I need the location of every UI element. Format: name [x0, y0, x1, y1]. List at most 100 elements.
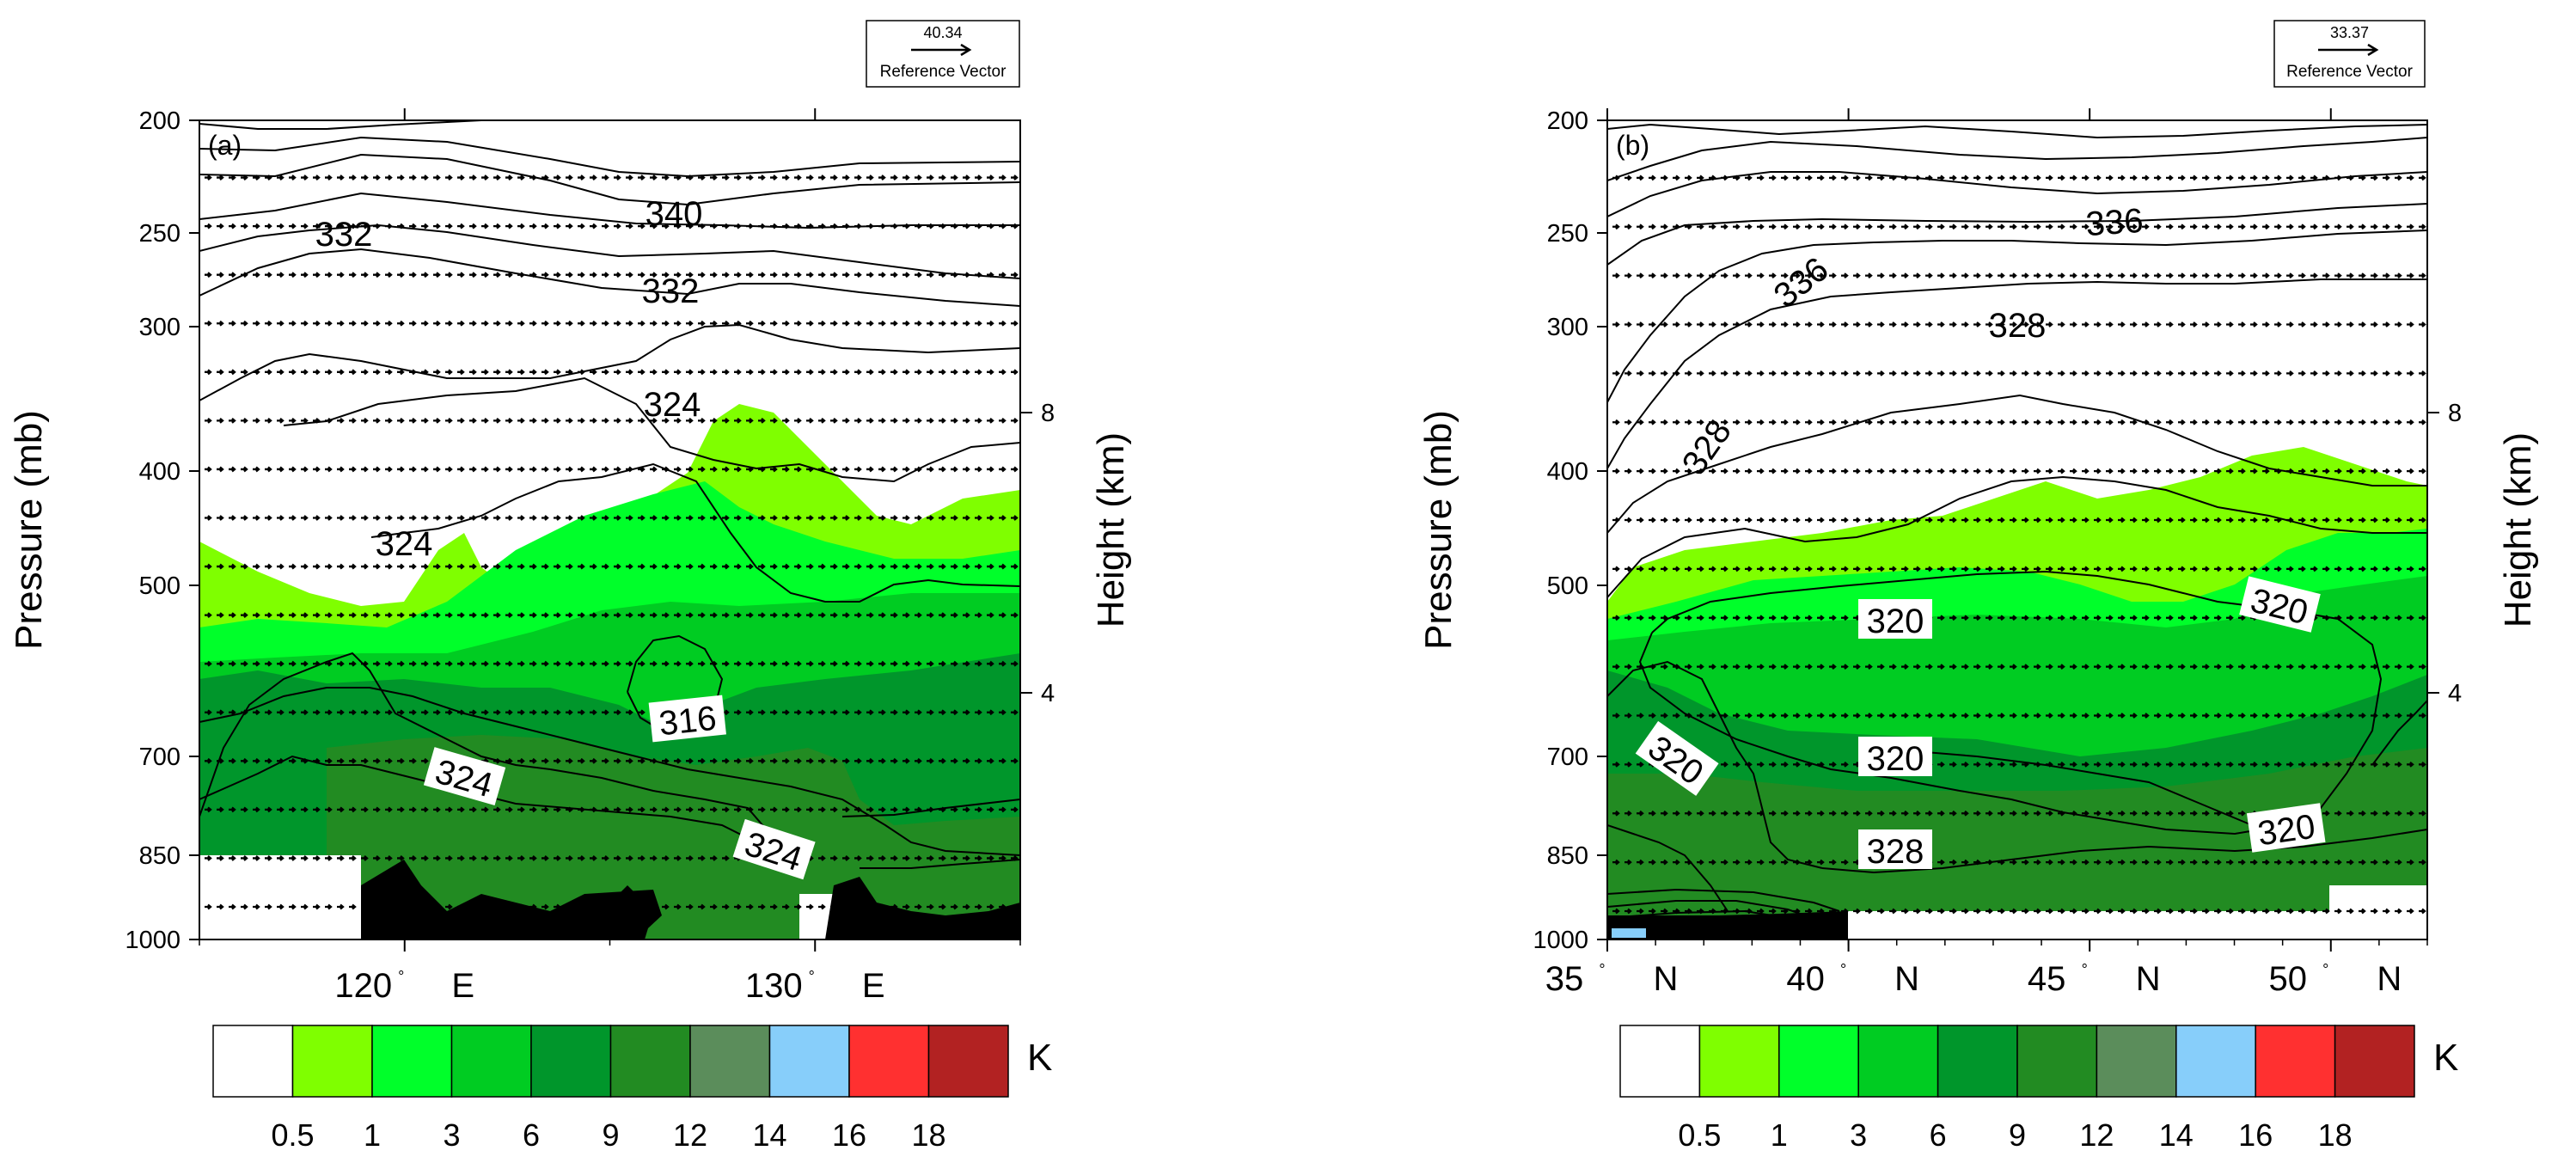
wind-vector	[650, 272, 658, 278]
wind-vector	[1649, 370, 1656, 376]
wind-vector	[999, 515, 1007, 521]
degree-symbol: °	[809, 968, 815, 985]
wind-vector	[493, 903, 501, 910]
vector-row	[205, 369, 1019, 376]
wind-vector	[481, 466, 489, 473]
contour-label-text: 324	[644, 386, 701, 424]
wind-vector	[205, 563, 212, 570]
wind-vector	[1805, 370, 1813, 376]
wind-vector	[2383, 615, 2390, 621]
wind-vector	[421, 515, 429, 521]
wind-vector	[1901, 566, 1909, 572]
wind-vector	[951, 757, 958, 764]
wind-vector	[1805, 223, 1813, 230]
wind-vector	[975, 563, 982, 570]
wind-vector	[457, 320, 465, 327]
wind-vector	[1805, 419, 1813, 425]
wind-vector	[2142, 859, 2150, 866]
wind-vector	[614, 272, 621, 278]
wind-vector	[866, 223, 874, 230]
wind-vector	[1685, 615, 1692, 621]
wind-vector	[2359, 272, 2366, 279]
wind-vector	[2250, 419, 2258, 425]
wind-vector	[1685, 517, 1692, 523]
wind-vector	[493, 515, 501, 521]
wind-vector	[2347, 713, 2354, 719]
wind-vector	[951, 417, 958, 424]
wind-vector	[2322, 174, 2330, 181]
wind-vector	[2383, 713, 2390, 719]
contour-label: 332	[642, 272, 700, 310]
wind-vector	[349, 515, 357, 521]
wind-vector	[265, 320, 272, 327]
wind-vector	[818, 515, 826, 521]
wind-vector	[2166, 517, 2174, 523]
wind-vector	[373, 272, 381, 278]
colorbar-box	[2175, 1025, 2256, 1098]
wind-vector	[1961, 859, 1969, 866]
wind-vector	[445, 515, 453, 521]
wind-vector	[1937, 321, 1945, 327]
wind-vector	[1961, 664, 1969, 670]
wind-vector	[2082, 859, 2090, 866]
wind-vector	[2070, 908, 2077, 915]
wind-vector	[397, 174, 405, 181]
wind-vector	[493, 709, 501, 716]
wind-vector	[1685, 419, 1692, 425]
wind-vector	[1805, 468, 1813, 474]
wind-vector	[241, 223, 248, 230]
wind-vector	[542, 417, 549, 424]
wind-vector	[890, 417, 898, 424]
wind-vector	[2238, 713, 2246, 719]
wind-vector	[2286, 908, 2294, 915]
wind-vector	[2190, 761, 2198, 768]
wind-vector	[758, 320, 766, 327]
wind-vector	[1781, 468, 1789, 474]
wind-vector	[409, 369, 417, 376]
wind-vector	[578, 563, 585, 570]
wind-vector	[818, 320, 826, 327]
wind-vector	[903, 515, 910, 521]
wind-vector	[1961, 810, 1969, 817]
wind-vector	[253, 515, 260, 521]
wind-vector	[2202, 566, 2210, 572]
wind-vector	[650, 417, 658, 424]
wind-vector	[1877, 321, 1885, 327]
wind-vector	[517, 612, 525, 619]
wind-vector	[602, 757, 609, 764]
wind-vector	[1745, 174, 1753, 181]
wind-vector	[2347, 761, 2354, 768]
wind-vector	[830, 466, 838, 473]
wind-vector	[433, 174, 441, 181]
wind-vector	[854, 612, 862, 619]
vector-row	[1612, 566, 2426, 572]
contour-label-box	[732, 818, 816, 880]
wind-vector	[686, 369, 694, 376]
wind-vector	[818, 612, 826, 619]
wind-vector	[313, 320, 321, 327]
wind-vector	[662, 806, 670, 813]
wind-vector	[2166, 272, 2174, 279]
wind-vector	[1733, 810, 1741, 817]
wind-vector	[638, 806, 646, 813]
wind-vector	[2419, 859, 2426, 866]
wind-vector	[1937, 272, 1945, 279]
wind-vector	[987, 563, 994, 570]
colorbar-unit: K	[1027, 1037, 1052, 1079]
y-tick-label: 1000	[1533, 927, 1588, 954]
wind-vector	[626, 320, 633, 327]
wind-vector	[987, 466, 994, 473]
wind-vector	[2010, 517, 2017, 523]
wind-vector	[1745, 713, 1753, 719]
wind-vector	[2226, 468, 2234, 474]
wind-vector	[1925, 370, 1933, 376]
wind-vector	[578, 272, 585, 278]
wind-vector	[1998, 272, 2005, 279]
wind-vector	[469, 660, 477, 667]
wind-vector	[614, 660, 621, 667]
wind-vector	[710, 466, 718, 473]
wind-vector	[205, 515, 212, 521]
wind-vector	[987, 320, 994, 327]
wind-vector	[794, 660, 802, 667]
